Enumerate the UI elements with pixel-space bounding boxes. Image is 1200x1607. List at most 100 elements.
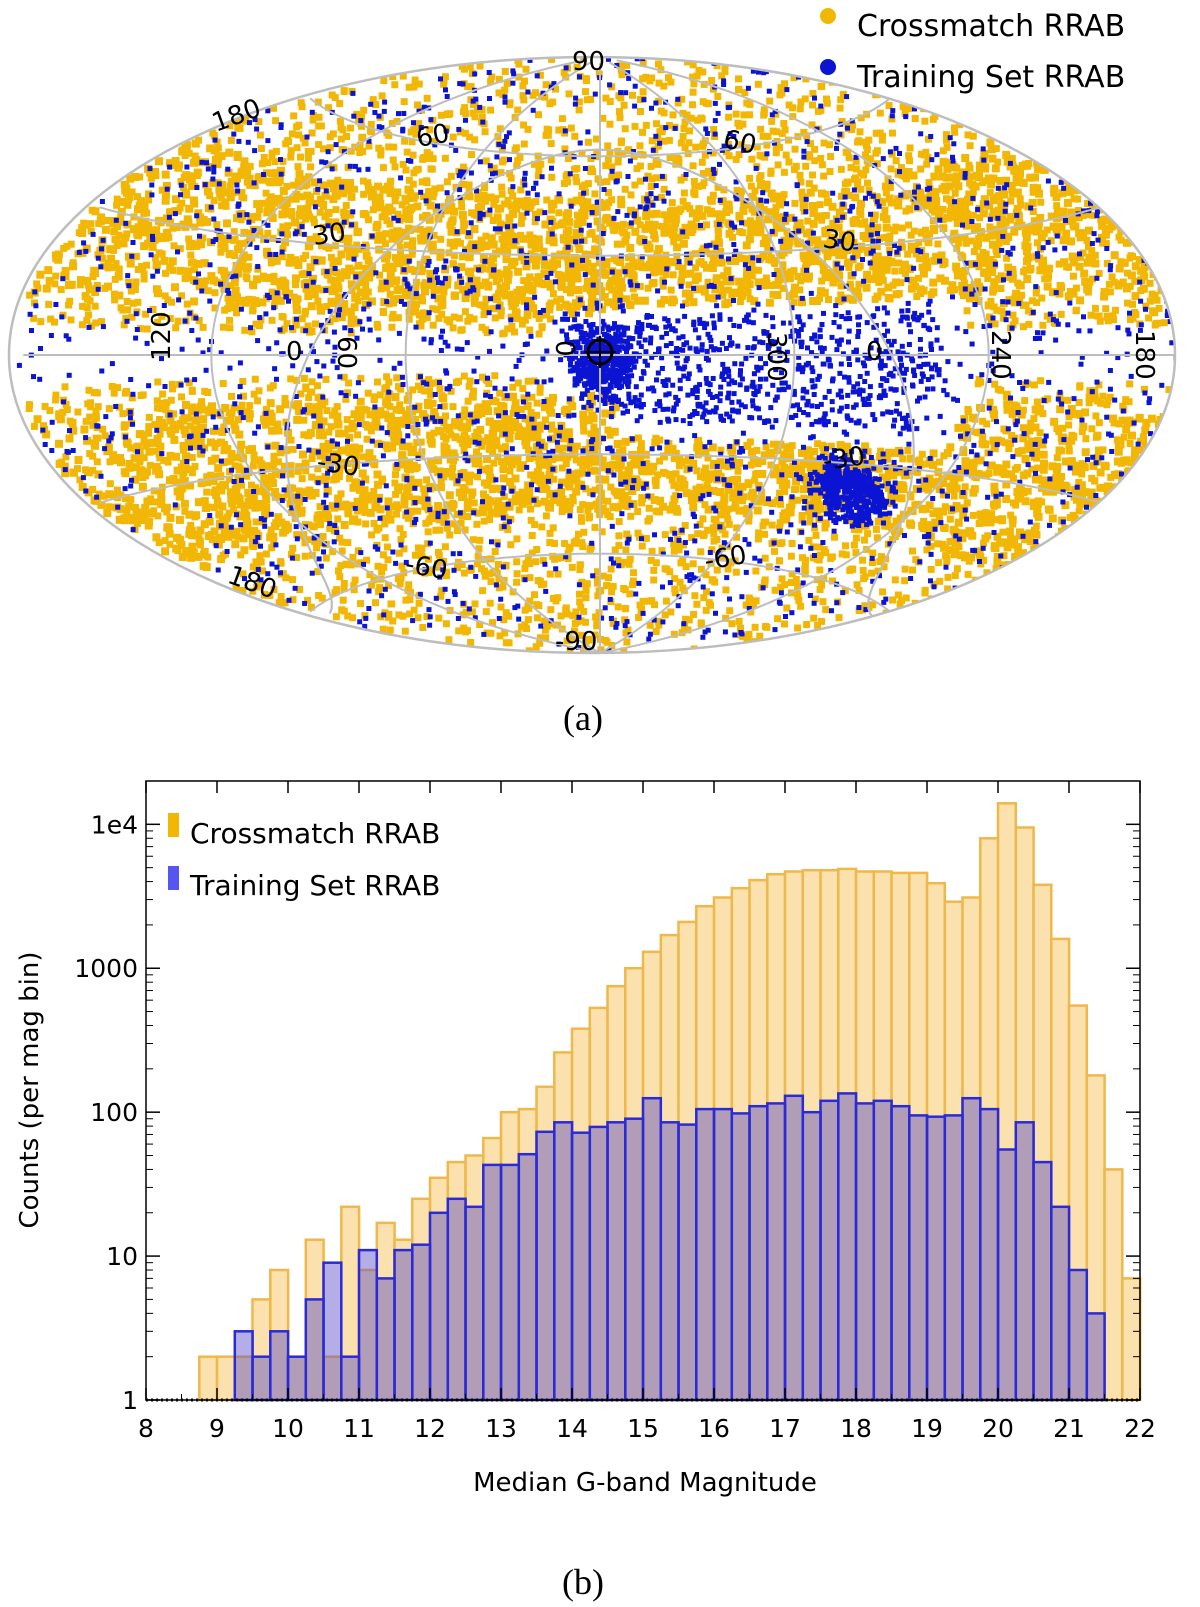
crossmatch-point — [1030, 381, 1038, 389]
crossmatch-point — [714, 183, 722, 191]
crossmatch-point — [912, 556, 920, 564]
crossmatch-point — [818, 161, 826, 169]
crossmatch-point — [506, 503, 514, 511]
crossmatch-point — [918, 450, 926, 458]
crossmatch-point — [639, 597, 647, 605]
crossmatch-point — [419, 624, 427, 631]
crossmatch-point — [353, 110, 361, 118]
crossmatch-point — [51, 280, 59, 288]
crossmatch-point — [319, 533, 327, 540]
crossmatch-point — [69, 262, 77, 271]
crossmatch-point — [347, 124, 354, 132]
crossmatch-point — [689, 101, 696, 109]
crossmatch-point — [569, 272, 577, 280]
crossmatch-point — [772, 210, 780, 218]
crossmatch-point — [254, 397, 261, 405]
crossmatch-point — [223, 514, 231, 522]
crossmatch-point — [427, 459, 436, 467]
crossmatch-point — [498, 190, 506, 198]
crossmatch-point — [770, 440, 777, 448]
crossmatch-point — [297, 99, 305, 107]
crossmatch-point — [759, 522, 767, 530]
crossmatch-point — [708, 77, 716, 84]
crossmatch-point — [577, 300, 585, 308]
crossmatch-point — [921, 589, 929, 597]
crossmatch-point — [583, 96, 591, 104]
crossmatch-point — [539, 556, 547, 564]
crossmatch-point — [117, 491, 125, 499]
crossmatch-point — [798, 512, 806, 519]
crossmatch-point — [390, 143, 398, 151]
crossmatch-point — [510, 257, 519, 266]
crossmatch-point — [487, 106, 495, 114]
crossmatch-point — [675, 263, 683, 270]
crossmatch-point — [710, 530, 718, 538]
crossmatch-point — [781, 620, 788, 628]
crossmatch-point — [743, 636, 751, 644]
crossmatch-point — [74, 456, 83, 464]
crossmatch-point — [593, 442, 601, 450]
crossmatch-point — [1089, 211, 1097, 219]
crossmatch-point — [576, 590, 583, 598]
crossmatch-point — [998, 307, 1006, 315]
crossmatch-point — [308, 129, 316, 137]
crossmatch-point — [337, 124, 345, 132]
crossmatch-point — [1048, 514, 1057, 523]
crossmatch-point — [1057, 477, 1065, 485]
crossmatch-point — [368, 581, 376, 589]
crossmatch-point — [206, 477, 214, 485]
crossmatch-point — [114, 239, 123, 248]
crossmatch-point — [79, 302, 87, 310]
crossmatch-point — [580, 528, 588, 536]
crossmatch-point — [316, 208, 324, 216]
crossmatch-point — [453, 379, 460, 386]
crossmatch-point — [852, 165, 860, 173]
crossmatch-point — [391, 163, 399, 171]
crossmatch-point — [709, 524, 717, 532]
crossmatch-point — [636, 601, 644, 609]
crossmatch-point — [626, 244, 635, 252]
crossmatch-point — [500, 270, 508, 278]
crossmatch-point — [638, 605, 646, 613]
crossmatch-point — [323, 407, 331, 415]
crossmatch-point — [179, 442, 188, 450]
crossmatch-point — [904, 447, 912, 454]
crossmatch-point — [300, 374, 308, 382]
crossmatch-point — [889, 129, 896, 137]
crossmatch-point — [873, 160, 881, 168]
crossmatch-point — [658, 547, 666, 555]
crossmatch-point — [689, 88, 697, 96]
crossmatch-point — [717, 248, 724, 255]
crossmatch-point — [546, 539, 554, 546]
crossmatch-point — [423, 177, 431, 185]
crossmatch-point — [63, 406, 71, 413]
crossmatch-point — [576, 598, 584, 606]
crossmatch-point — [1065, 413, 1073, 421]
crossmatch-point — [892, 290, 901, 299]
crossmatch-point — [412, 225, 420, 233]
crossmatch-point — [672, 470, 680, 478]
crossmatch-point — [456, 435, 464, 443]
crossmatch-point — [869, 259, 877, 266]
crossmatch-point — [378, 92, 386, 100]
crossmatch-point — [594, 579, 601, 587]
crossmatch-point — [439, 295, 447, 303]
crossmatch-point — [372, 101, 380, 109]
crossmatch-point — [481, 184, 489, 192]
crossmatch-point — [261, 274, 269, 282]
crossmatch-point — [401, 627, 409, 635]
crossmatch-point — [203, 488, 211, 496]
crossmatch-point — [1047, 237, 1055, 245]
crossmatch-point — [574, 286, 583, 294]
crossmatch-point — [723, 267, 732, 276]
crossmatch-point — [987, 297, 995, 305]
crossmatch-point — [752, 567, 760, 575]
crossmatch-point — [607, 565, 615, 573]
crossmatch-point — [240, 392, 247, 400]
crossmatch-point — [252, 558, 260, 566]
crossmatch-point — [249, 587, 257, 595]
crossmatch-point — [776, 143, 783, 151]
crossmatch-point — [787, 579, 795, 586]
crossmatch-point — [1066, 288, 1074, 295]
crossmatch-point — [694, 530, 702, 538]
